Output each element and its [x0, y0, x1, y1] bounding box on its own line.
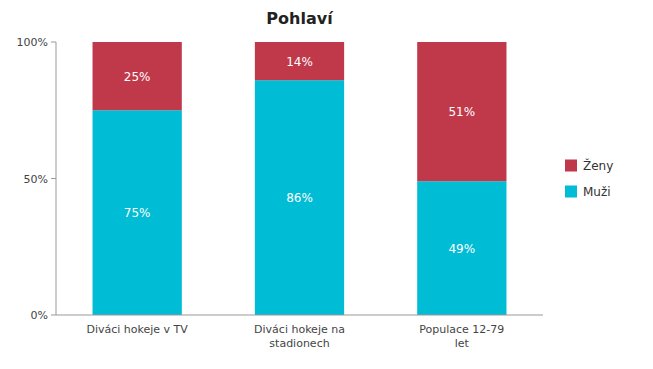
- bar-segment: [417, 181, 506, 315]
- y-tick-label: 0%: [31, 309, 48, 322]
- data-label: 75%: [124, 206, 151, 220]
- legend-label: Ženy: [583, 158, 613, 173]
- chart-container: Pohlaví 0% 50% 100% 75% 86% 49% 25% 14% 51% Diváci…: [0, 0, 653, 369]
- x-tick-label: Diváci hokeje nastadionech: [254, 323, 345, 350]
- legend-label: Muži: [583, 185, 611, 199]
- data-label: 86%: [286, 191, 313, 205]
- legend-swatch: [565, 160, 577, 172]
- legend-swatch: [565, 186, 577, 198]
- data-label: 14%: [286, 55, 313, 69]
- data-label: 25%: [124, 70, 151, 84]
- y-tick: [51, 42, 56, 43]
- data-label: 51%: [448, 105, 475, 119]
- y-tick-label: 100%: [17, 36, 48, 49]
- chart-svg: Pohlaví 0% 50% 100% 75% 86% 49% 25% 14% 51% Diváci…: [0, 0, 653, 369]
- bar-segment: [417, 42, 506, 181]
- bar-segment: [255, 42, 344, 80]
- chart-title: Pohlaví: [266, 9, 334, 28]
- x-axis-line: [56, 315, 543, 316]
- bars: [93, 42, 507, 315]
- y-tick: [51, 178, 56, 179]
- x-tick-label: Diváci hokeje v TV: [86, 323, 188, 336]
- y-tick-label: 50%: [24, 173, 48, 186]
- bar-segment: [93, 42, 182, 110]
- bar-segment: [255, 80, 344, 315]
- legend: Ženy Muži: [565, 158, 613, 199]
- data-labels: 75% 86% 49% 25% 14% 51%: [124, 55, 475, 256]
- y-tick: [51, 315, 56, 316]
- bar-segment: [93, 110, 182, 315]
- x-tick-label: Populace 12-79let: [419, 323, 504, 350]
- data-label: 49%: [448, 242, 475, 256]
